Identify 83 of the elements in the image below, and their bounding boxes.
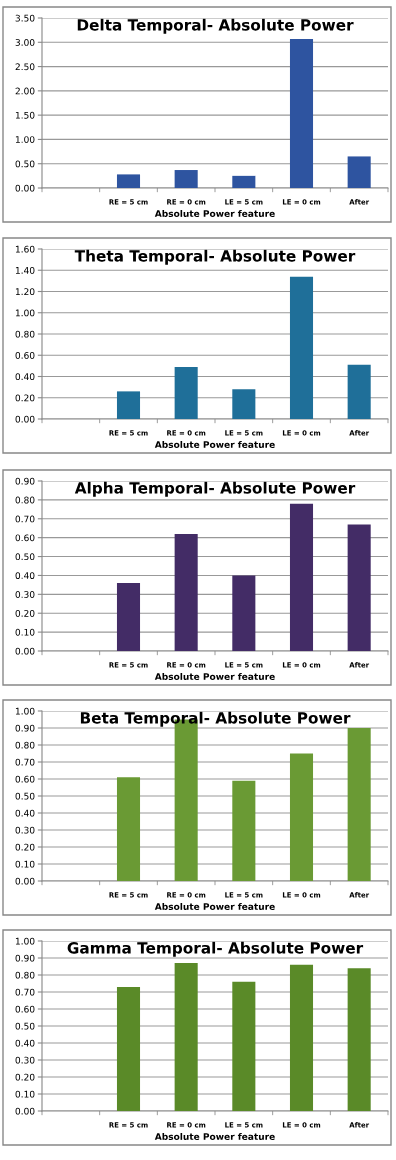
chart-title: Beta Temporal- Absolute Power [80, 711, 351, 727]
bar [116, 391, 141, 419]
y-tick-label: 0.40 [15, 572, 35, 579]
y-tick-label: 1.20 [15, 288, 35, 296]
y-tick-label: 1.60 [15, 245, 35, 253]
y-tick-label: 0.00 [15, 877, 35, 885]
y-tick-label: 0.90 [15, 477, 35, 485]
y-tick-label: 0.90 [15, 724, 35, 732]
y-tick-label: 1.00 [15, 309, 35, 317]
chart-title: Alpha Temporal- Absolute Power [74, 481, 356, 497]
x-axis-title: Absolute Power feature [154, 1133, 275, 1140]
y-tick-label: 0.60 [15, 1005, 35, 1013]
y-tick-label: 0.90 [15, 954, 35, 962]
bar [232, 175, 256, 188]
y-tick-label: 1.00 [15, 136, 35, 143]
chart-title: Theta Temporal- Absolute Power [74, 249, 356, 265]
x-axis-title: Absolute Power feature [154, 210, 275, 217]
y-tick-label: 0.40 [15, 1039, 35, 1047]
bar [289, 753, 314, 881]
bar [174, 170, 198, 188]
y-tick-label: 0.00 [15, 1107, 35, 1115]
y-tick-label: 0.20 [15, 609, 35, 617]
bar [289, 503, 314, 651]
y-tick-label: 0.70 [15, 988, 35, 996]
bar [116, 583, 141, 651]
y-tick-label: 0.60 [15, 534, 35, 542]
y-tick-label: 0.10 [15, 860, 35, 868]
chart-title: Gamma Temporal- Absolute Power [67, 941, 364, 957]
bar [174, 366, 198, 419]
bar [289, 964, 314, 1111]
bar [174, 963, 198, 1111]
x-axis-title: Absolute Power feature [154, 903, 275, 910]
y-tick-label: 0.80 [15, 496, 35, 504]
y-tick-label: 0.20 [15, 843, 35, 851]
bar [347, 968, 371, 1111]
y-tick-label: 0.00 [15, 415, 35, 423]
bar [232, 981, 256, 1111]
y-tick-label: 0.00 [15, 184, 35, 192]
bar [174, 533, 198, 651]
y-tick-label: 0.00 [15, 647, 35, 655]
y-tick-label: 3.00 [15, 39, 35, 46]
y-tick-label: 1.00 [15, 707, 35, 715]
y-tick-label: 1.40 [15, 266, 35, 274]
bar [347, 156, 371, 188]
y-tick-label: 0.10 [15, 1090, 35, 1098]
y-tick-label: 0.70 [15, 515, 35, 523]
y-tick-label: 0.30 [15, 1056, 35, 1064]
bar [347, 728, 371, 881]
y-tick-label: 1.50 [15, 111, 35, 119]
bar [116, 986, 141, 1111]
bar [232, 780, 256, 881]
chart-title: Delta Temporal- Absolute Power [77, 18, 354, 34]
y-tick-label: 0.80 [15, 741, 35, 749]
x-axis-title: Absolute Power feature [154, 673, 275, 680]
y-tick-label: 1.00 [15, 937, 35, 945]
y-tick-label: 0.30 [15, 591, 35, 598]
y-tick-label: 0.10 [15, 628, 35, 636]
x-axis-title: Absolute Power feature [154, 441, 275, 448]
y-tick-label: 0.40 [15, 809, 35, 817]
y-tick-label: 0.80 [15, 330, 35, 338]
y-tick-label: 0.30 [15, 826, 35, 834]
y-tick-label: 2.50 [15, 63, 35, 71]
y-tick-label: 0.40 [15, 373, 35, 381]
bar [289, 276, 314, 419]
y-tick-label: 0.50 [15, 160, 35, 168]
y-tick-label: 2.00 [15, 87, 35, 95]
y-tick-label: 0.60 [15, 351, 35, 359]
bar [289, 38, 314, 188]
bar [347, 524, 371, 651]
bar [232, 389, 256, 419]
bar [116, 174, 141, 188]
y-tick-label: 0.20 [15, 394, 35, 402]
y-tick-label: 0.20 [15, 1073, 35, 1081]
bar [232, 575, 256, 651]
y-tick-label: 0.60 [15, 775, 35, 783]
y-tick-label: 0.50 [15, 553, 35, 561]
y-tick-label: 0.80 [15, 971, 35, 979]
y-tick-label: 3.50 [15, 14, 35, 22]
y-tick-label: 0.70 [15, 758, 35, 766]
bar [347, 364, 371, 419]
y-tick-label: 0.50 [15, 1022, 35, 1030]
y-tick-label: 0.50 [15, 792, 35, 800]
bar [116, 777, 141, 881]
